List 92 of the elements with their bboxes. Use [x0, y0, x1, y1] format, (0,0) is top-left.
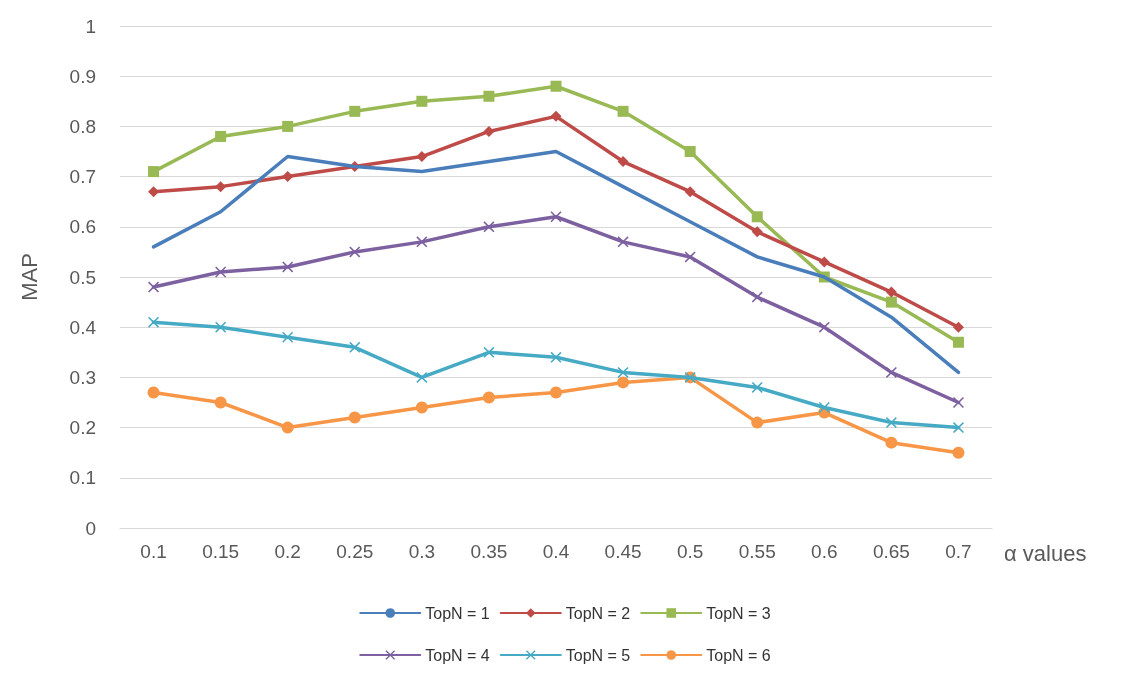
y-axis-title: MAP [16, 253, 42, 301]
point [751, 226, 763, 238]
x-axis-title: α values [1004, 540, 1087, 566]
point [416, 236, 428, 248]
y-tick-label: 0.7 [69, 166, 96, 188]
legend-label: TopN = 3 [706, 604, 771, 622]
point [215, 181, 227, 193]
point [550, 351, 562, 363]
point [148, 281, 160, 293]
point [215, 321, 227, 333]
point [952, 397, 964, 408]
point [818, 256, 830, 268]
x-tick-label: 0.35 [470, 541, 508, 562]
y-tick-label: 0 [85, 517, 96, 539]
point [282, 261, 294, 273]
x-tick-label: 0.7 [945, 541, 972, 562]
y-tick-label: 0.4 [69, 316, 97, 338]
point [885, 366, 897, 378]
legend-label: TopN = 4 [425, 646, 490, 664]
point [751, 211, 763, 223]
line-series [151, 149, 961, 375]
y-tick-label: 0.5 [69, 266, 96, 288]
point [281, 421, 294, 434]
x-tick-label: 0.1 [140, 541, 167, 562]
y-tick-label: 0.6 [69, 216, 96, 238]
point [885, 286, 897, 298]
point [483, 125, 495, 137]
point [617, 376, 630, 389]
point [751, 291, 763, 303]
point [751, 381, 763, 393]
point [482, 391, 495, 404]
y-tick-label: 1 [85, 15, 96, 37]
point [348, 411, 361, 424]
point [282, 120, 294, 132]
point [617, 366, 629, 378]
point [684, 186, 696, 198]
y-tick-label: 0.3 [69, 366, 96, 388]
point [148, 316, 160, 328]
point [952, 336, 964, 348]
y-tick-label: 0.8 [69, 115, 96, 137]
point [617, 236, 629, 248]
point [550, 80, 562, 92]
x-tick-label: 0.15 [202, 541, 240, 562]
point [215, 130, 227, 142]
point [684, 146, 696, 157]
legend-label: TopN = 6 [706, 646, 771, 664]
point [148, 166, 160, 178]
point [885, 417, 897, 429]
x-tick-label: 0.4 [542, 541, 570, 562]
point [885, 436, 898, 449]
point [282, 331, 294, 343]
point [684, 251, 696, 263]
legend-label: TopN = 1 [425, 604, 490, 622]
x-tick-label: 0.45 [604, 541, 642, 562]
point [617, 156, 629, 168]
point [550, 110, 562, 122]
x-tick-label: 0.65 [872, 541, 910, 562]
point [415, 401, 428, 414]
x-tick-label: 0.3 [408, 541, 436, 562]
point [818, 321, 830, 333]
point [751, 416, 764, 429]
legend-label: TopN = 2 [565, 604, 631, 622]
legend-label: TopN = 5 [565, 646, 631, 664]
point [483, 346, 495, 358]
x-tick-label: 0.5 [676, 541, 704, 562]
point [215, 266, 227, 278]
point [416, 95, 428, 107]
point [214, 396, 227, 409]
point [952, 422, 964, 434]
point [885, 296, 897, 308]
point [483, 90, 495, 102]
x-tick-label: 0.55 [738, 541, 776, 562]
point [349, 341, 361, 353]
point [550, 386, 562, 399]
point [550, 211, 562, 223]
point [416, 151, 428, 163]
point [952, 321, 964, 333]
x-tick-label: 0.6 [811, 541, 838, 562]
point [483, 221, 495, 233]
point [349, 246, 361, 258]
y-tick-label: 0.9 [69, 65, 96, 87]
point [617, 105, 629, 117]
point [147, 386, 160, 399]
point [818, 402, 830, 414]
point [349, 105, 361, 117]
point [416, 371, 428, 383]
point [952, 446, 965, 459]
y-tick-label: 0.2 [69, 417, 96, 439]
x-tick-label: 0.25 [336, 541, 374, 562]
y-tick-label: 0.1 [69, 467, 96, 489]
point [282, 171, 294, 183]
x-tick-label: 0.2 [274, 541, 301, 562]
